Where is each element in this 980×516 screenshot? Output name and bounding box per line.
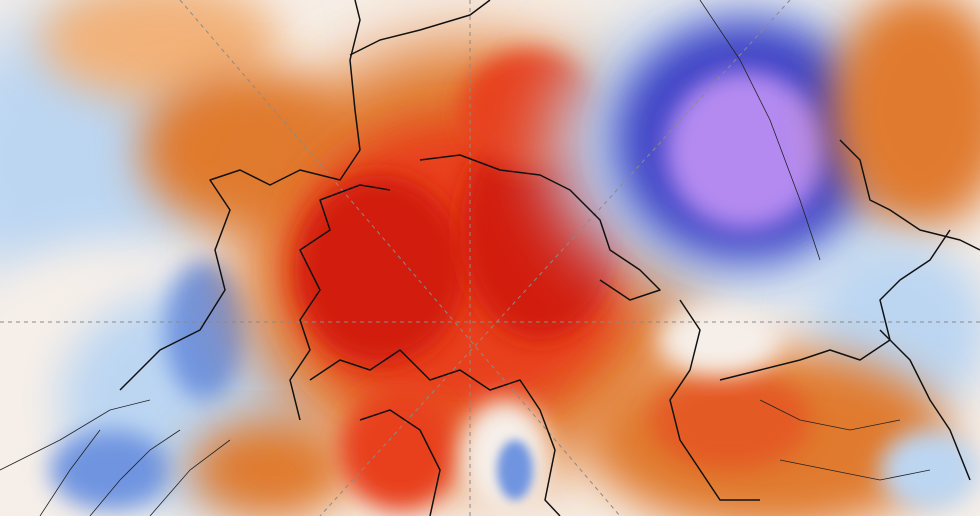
coastlines	[119, 0, 980, 516]
coastline-scandinavia	[669, 299, 760, 501]
border-line	[779, 459, 931, 481]
coastline-northeast	[839, 139, 980, 251]
warm-core-europe	[650, 370, 810, 470]
coastline-russia-east	[349, 0, 491, 56]
coastline-alaska	[119, 0, 361, 391]
coastline-canada-arctic	[289, 184, 391, 421]
cold-core-north-america-west	[165, 260, 245, 400]
coastline-greenland	[359, 409, 441, 516]
coastline-archipelago	[309, 349, 561, 516]
extreme-cold-core-siberia	[665, 70, 825, 230]
cold-core-north-america-south	[50, 430, 170, 510]
warm-region-canada-south	[190, 420, 350, 516]
border-line	[39, 429, 101, 516]
border-line	[149, 439, 231, 516]
political-borders	[0, 0, 931, 516]
border-line	[759, 399, 901, 431]
border-line	[89, 429, 181, 516]
coastline-siberia-north	[419, 154, 661, 301]
border-line	[0, 399, 151, 471]
cold-core-greenland-east	[497, 440, 533, 500]
warm-region-greenland	[340, 390, 460, 510]
warm-region-northeast-corner	[830, 0, 980, 230]
coastline-east-peninsula	[879, 329, 971, 481]
extreme-warm-core-west	[295, 175, 465, 365]
border-line	[699, 0, 821, 261]
neutral-region-scandinavia	[660, 305, 780, 375]
meridian-line	[179, 0, 621, 516]
coastline-europe	[719, 229, 951, 381]
